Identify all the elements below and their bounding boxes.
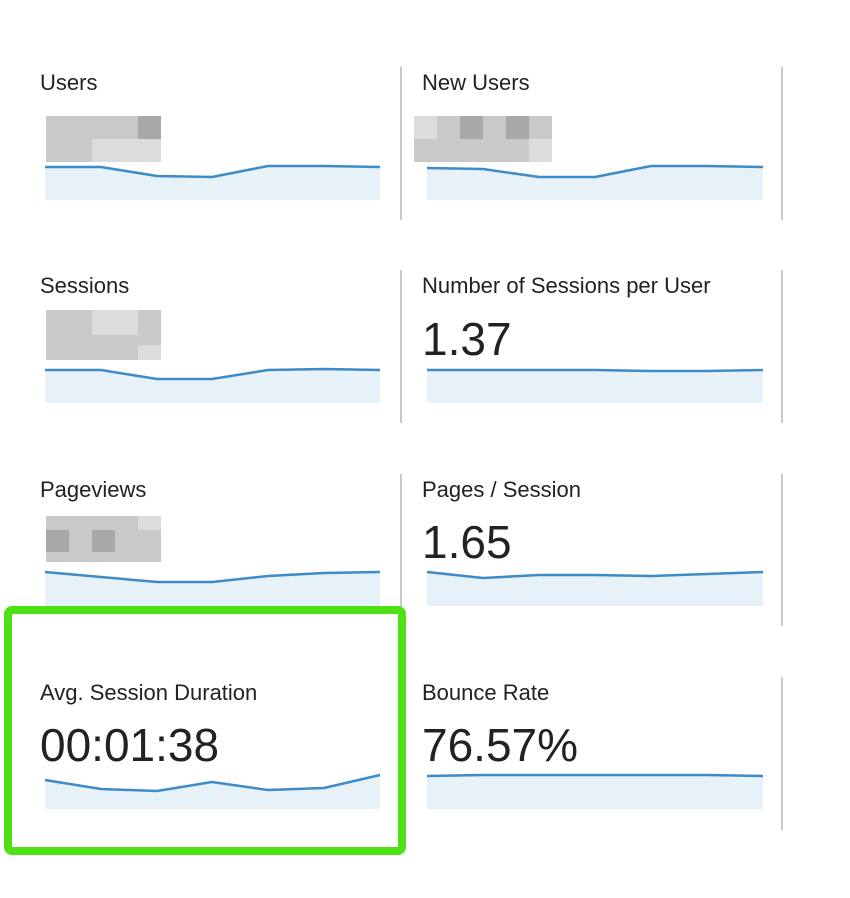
metric-label: Pageviews: [40, 477, 146, 502]
metric-value: 00:01:38: [40, 719, 219, 771]
metric-label: Bounce Rate: [422, 680, 549, 705]
metric-label: Users: [40, 70, 97, 95]
metric-value: 1.65: [422, 516, 512, 568]
metric-label: Sessions: [40, 273, 129, 298]
redacted-values: [46, 116, 552, 562]
metric-value: 76.57%: [422, 719, 578, 771]
metric-label: New Users: [422, 70, 530, 95]
sparklines: [44, 164, 764, 809]
metric-label: Pages / Session: [422, 477, 581, 502]
dividers: [400, 67, 783, 830]
highlight-box: [4, 606, 406, 855]
metric-label: Avg. Session Duration: [40, 680, 257, 705]
metric-value: 1.37: [422, 313, 512, 365]
metric-label: Number of Sessions per User: [422, 273, 711, 298]
